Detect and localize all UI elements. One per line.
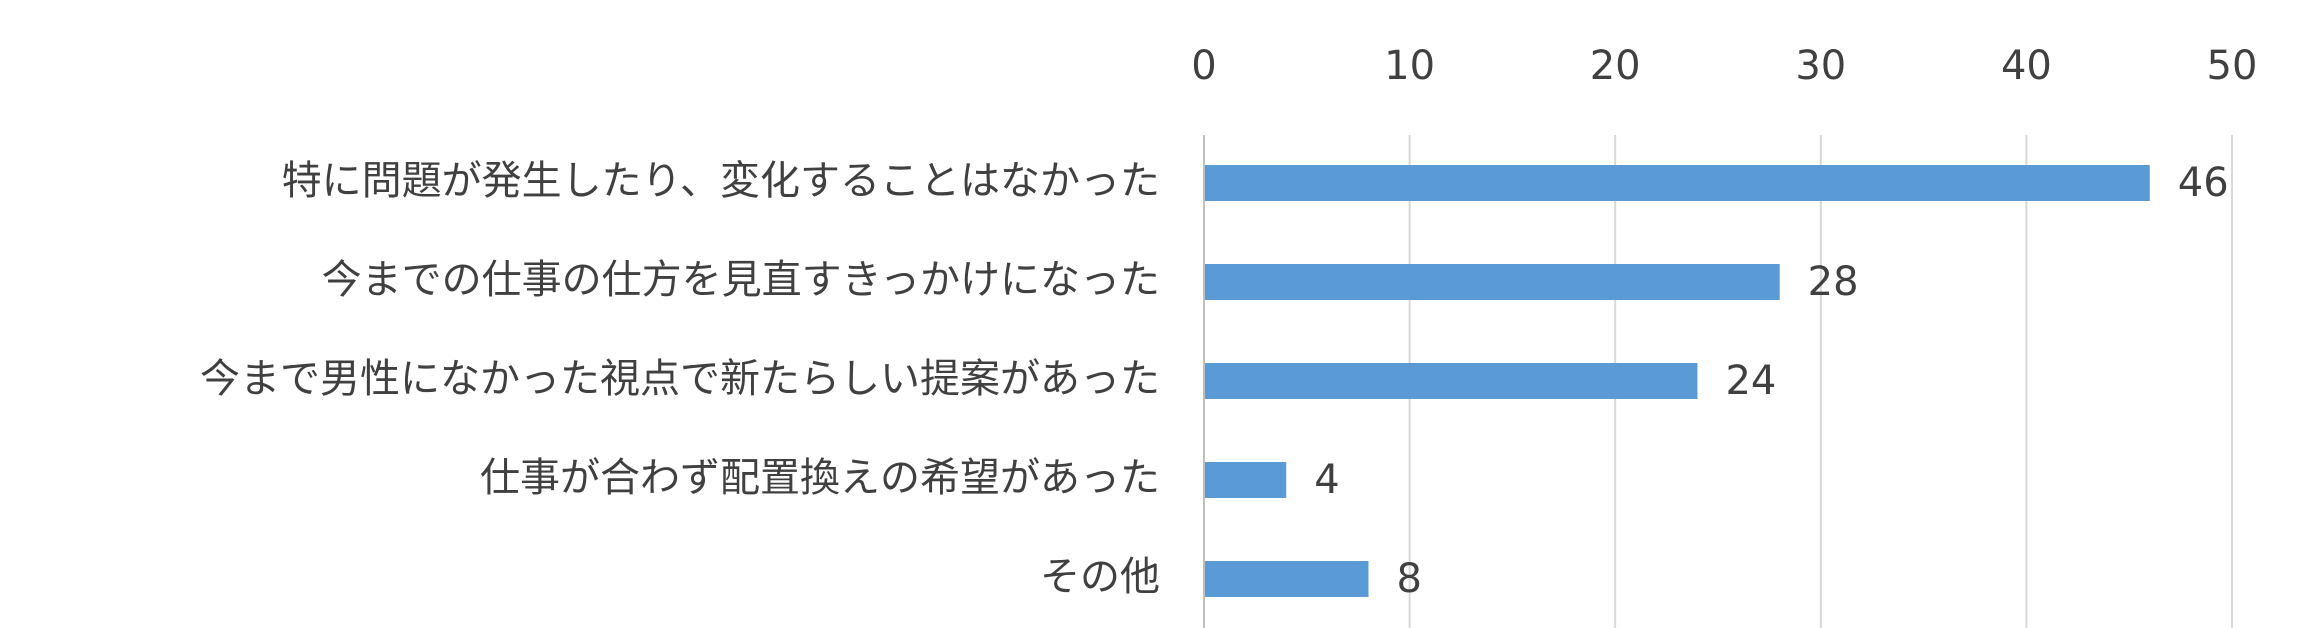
x-tick-label: 50 bbox=[2207, 43, 2258, 89]
bars bbox=[1204, 165, 2150, 597]
category-label: 今までの仕事の仕方を見直すきっかけになった bbox=[322, 257, 1160, 303]
category-label: 仕事が合わず配置換えの希望があった bbox=[480, 455, 1160, 501]
x-tick-label: 20 bbox=[1590, 43, 1641, 89]
x-tick-label: 0 bbox=[1191, 43, 1216, 89]
bar bbox=[1204, 363, 1698, 399]
data-label: 8 bbox=[1396, 556, 1421, 602]
data-labels: 46 28 24 4 8 bbox=[1314, 160, 2228, 602]
data-label: 4 bbox=[1314, 457, 1339, 503]
gridlines bbox=[1408, 135, 2233, 628]
data-label: 46 bbox=[2178, 160, 2229, 206]
bar bbox=[1204, 264, 1780, 300]
category-label: 特に問題が発生したり、変化することはなかった bbox=[282, 158, 1160, 204]
category-label: 今まで男性になかった視点で新たらしい提案があった bbox=[200, 356, 1160, 402]
bar bbox=[1204, 165, 2150, 201]
category-label: その他 bbox=[1040, 554, 1160, 600]
bar bbox=[1204, 561, 1369, 597]
data-label: 28 bbox=[1808, 259, 1859, 305]
x-tick-label: 10 bbox=[1384, 43, 1435, 89]
bar bbox=[1204, 462, 1287, 498]
x-tick-label: 40 bbox=[2001, 43, 2052, 89]
category-labels: 特に問題が発生したり、変化することはなかった今までの仕事の仕方を見直すきっかけに… bbox=[200, 158, 1160, 600]
x-tick-labels: 0 10 20 30 40 50 bbox=[1191, 43, 2257, 89]
data-label: 24 bbox=[1725, 358, 1776, 404]
x-tick-label: 30 bbox=[1795, 43, 1846, 89]
